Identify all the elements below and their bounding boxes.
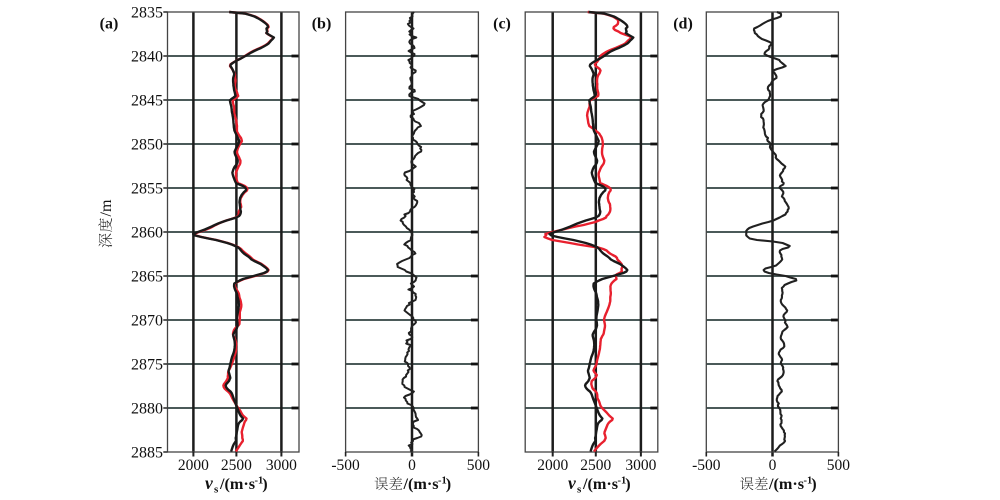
svg-text:/(m·s: /(m·s bbox=[582, 475, 618, 493]
svg-text:3000: 3000 bbox=[266, 457, 297, 474]
svg-text:2875: 2875 bbox=[131, 357, 163, 374]
svg-text:v: v bbox=[568, 473, 576, 493]
svg-text:0: 0 bbox=[769, 457, 777, 474]
svg-text:): ) bbox=[446, 475, 451, 493]
svg-text:2885: 2885 bbox=[131, 445, 163, 462]
svg-text:2500: 2500 bbox=[580, 457, 611, 474]
svg-text:s: s bbox=[577, 484, 582, 496]
svg-text:(a): (a) bbox=[100, 16, 119, 33]
svg-text:2000: 2000 bbox=[537, 457, 568, 474]
svg-text:500: 500 bbox=[827, 457, 851, 474]
svg-text:2865: 2865 bbox=[131, 269, 163, 286]
svg-text:s: s bbox=[214, 484, 219, 496]
svg-text:2835: 2835 bbox=[131, 5, 163, 22]
svg-text:2855: 2855 bbox=[131, 181, 163, 198]
svg-text:(d): (d) bbox=[673, 16, 693, 33]
svg-text:/(m·s: /(m·s bbox=[219, 475, 255, 493]
svg-text:500: 500 bbox=[467, 457, 491, 474]
svg-text:2000: 2000 bbox=[178, 457, 209, 474]
svg-text:0: 0 bbox=[408, 457, 416, 474]
svg-text:-500: -500 bbox=[692, 457, 721, 474]
svg-text:2845: 2845 bbox=[131, 93, 163, 110]
svg-text:-1: -1 bbox=[438, 476, 447, 487]
svg-text:/m: /m bbox=[98, 199, 115, 216]
svg-text:(c): (c) bbox=[493, 16, 511, 33]
svg-text:2880: 2880 bbox=[131, 401, 163, 418]
svg-text:): ) bbox=[811, 475, 816, 493]
svg-text:3000: 3000 bbox=[625, 457, 656, 474]
svg-text:-500: -500 bbox=[331, 457, 360, 474]
svg-text:-1: -1 bbox=[804, 476, 813, 487]
svg-text:2500: 2500 bbox=[221, 457, 252, 474]
svg-text:/(m·s: /(m·s bbox=[768, 475, 804, 493]
svg-text:(b): (b) bbox=[312, 16, 332, 33]
svg-text:2850: 2850 bbox=[131, 137, 163, 154]
svg-text:2870: 2870 bbox=[131, 313, 163, 330]
svg-text:v: v bbox=[205, 473, 213, 493]
svg-text:-1: -1 bbox=[618, 476, 627, 487]
svg-text:): ) bbox=[262, 475, 267, 493]
svg-text:): ) bbox=[625, 475, 630, 493]
svg-text:-1: -1 bbox=[255, 476, 264, 487]
svg-text:/(m·s: /(m·s bbox=[403, 475, 439, 493]
svg-text:2840: 2840 bbox=[131, 49, 163, 66]
svg-text:2860: 2860 bbox=[131, 225, 163, 242]
